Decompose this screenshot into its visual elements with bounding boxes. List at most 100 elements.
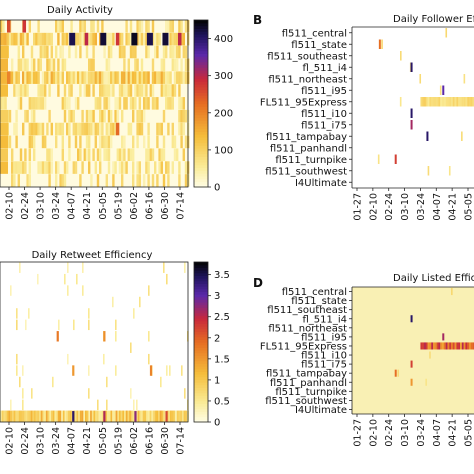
colorbar-segment xyxy=(194,288,208,292)
heatmap-cell xyxy=(83,84,86,97)
heatmap-cell xyxy=(162,71,166,84)
heatmap-cell xyxy=(129,148,133,162)
heatmap-cell xyxy=(15,32,18,46)
colorbar-segment xyxy=(194,379,208,383)
heatmap-cell xyxy=(59,71,62,84)
heatmap-cell xyxy=(180,58,183,72)
colorbar-segment xyxy=(194,161,208,166)
heatmap-cell xyxy=(85,148,89,162)
heatmap-cell xyxy=(28,71,31,84)
heatmap-cell xyxy=(88,71,91,84)
heatmap-cell xyxy=(129,32,133,46)
heatmap-cell xyxy=(170,410,172,422)
heatmap-cell xyxy=(158,410,160,422)
heatmap-cell xyxy=(10,410,13,422)
heatmap-cell xyxy=(28,174,31,187)
heatmap-cell xyxy=(88,410,91,422)
colorbar-tick-label: 300 xyxy=(214,71,233,82)
heatmap-cell xyxy=(90,20,93,33)
heatmap-cell xyxy=(61,174,64,187)
colorbar-segment xyxy=(194,95,208,99)
heatmap-cell xyxy=(140,58,144,72)
heatmap-cell xyxy=(16,353,18,365)
heatmap-cell xyxy=(83,148,86,162)
heatmap-cell xyxy=(107,58,111,72)
heatmap-cell xyxy=(132,135,135,149)
heatmap-cell xyxy=(127,122,130,136)
panel-title: Daily Activity xyxy=(47,5,113,16)
heatmap-cell xyxy=(156,135,159,149)
heatmap-cell xyxy=(184,20,188,33)
heatmap-cell xyxy=(121,135,124,149)
heatmap-cell xyxy=(64,273,66,285)
heatmap-cell xyxy=(182,122,185,136)
heatmap-cell xyxy=(180,71,183,84)
heatmap-cell xyxy=(433,97,436,107)
heatmap-cell xyxy=(147,148,150,162)
heatmap-cell xyxy=(79,174,82,187)
heatmap-cell xyxy=(146,410,149,422)
x-tick-label: 04-07 xyxy=(67,192,78,220)
heatmap-cell xyxy=(134,71,137,84)
heatmap-cell xyxy=(92,122,95,136)
heatmap-cell xyxy=(101,135,104,149)
heatmap-cell xyxy=(41,97,45,110)
heatmap-cell xyxy=(122,410,125,422)
heatmap-cell xyxy=(165,161,168,174)
heatmap-cell xyxy=(91,410,94,422)
heatmap-cell xyxy=(112,410,115,422)
heatmap-cell xyxy=(13,32,16,46)
heatmap-cell xyxy=(81,109,84,123)
heatmap-cell xyxy=(180,109,183,123)
colorbar-segment xyxy=(194,296,208,300)
colorbar-segment xyxy=(194,339,208,343)
heatmap-cell xyxy=(442,97,445,107)
colorbar-segment xyxy=(194,344,208,348)
y-tick-label: fl511_northeast xyxy=(268,74,347,85)
heatmap-cell xyxy=(410,62,413,72)
heatmap-cell xyxy=(132,109,135,123)
heatmap-cell xyxy=(145,45,148,59)
x-tick-labels: 01-27 02-10 02-24 03-10 03-24 04-07 04-21 05-05 xyxy=(353,414,474,447)
heatmap-cell xyxy=(125,32,128,46)
heatmap-cell xyxy=(422,342,425,350)
colorbar-tick-label: 100 xyxy=(214,145,233,156)
heatmap-cell xyxy=(136,174,139,187)
heatmap-cell xyxy=(22,122,25,136)
heatmap-cell xyxy=(166,273,168,285)
heatmap-cell xyxy=(165,84,168,97)
heatmap-cell xyxy=(37,410,40,422)
heatmap-cell xyxy=(99,109,102,123)
heatmap-cell xyxy=(472,342,474,350)
y-tick-label: fl511_panhandl xyxy=(270,378,347,389)
heatmap-cell xyxy=(73,319,75,331)
heatmap-cell xyxy=(149,148,152,162)
heatmap-cell xyxy=(44,97,47,110)
heatmap-cell xyxy=(460,342,463,350)
heatmap-cell xyxy=(115,319,117,331)
colorbar-segment xyxy=(194,368,208,372)
heatmap-cell xyxy=(167,122,170,136)
heatmap-cell xyxy=(158,32,161,46)
heatmap-cell xyxy=(42,410,45,422)
heatmap-cell xyxy=(136,122,139,136)
heatmap-cell xyxy=(151,20,155,33)
heatmap-cell xyxy=(132,71,135,84)
y-tick-label: fl511_tampabay xyxy=(266,132,347,143)
heatmap-cell xyxy=(136,399,138,411)
heatmap-cell xyxy=(448,166,451,176)
heatmap-cell xyxy=(113,410,116,422)
heatmap-cell xyxy=(92,148,95,162)
heatmap-cell xyxy=(95,410,98,422)
x-tick-label: 06-02 xyxy=(129,427,140,455)
heatmap-cell xyxy=(167,71,170,84)
heatmap-cell xyxy=(127,84,130,97)
heatmap-cell xyxy=(25,410,28,422)
heatmap-cell xyxy=(184,262,186,273)
heatmap-cell xyxy=(107,97,111,110)
heatmap-cell xyxy=(59,410,62,422)
heatmap-cell xyxy=(57,58,60,72)
heatmap-cell xyxy=(85,71,89,84)
heatmap-cell xyxy=(132,410,135,422)
heatmap-cell xyxy=(30,410,33,422)
